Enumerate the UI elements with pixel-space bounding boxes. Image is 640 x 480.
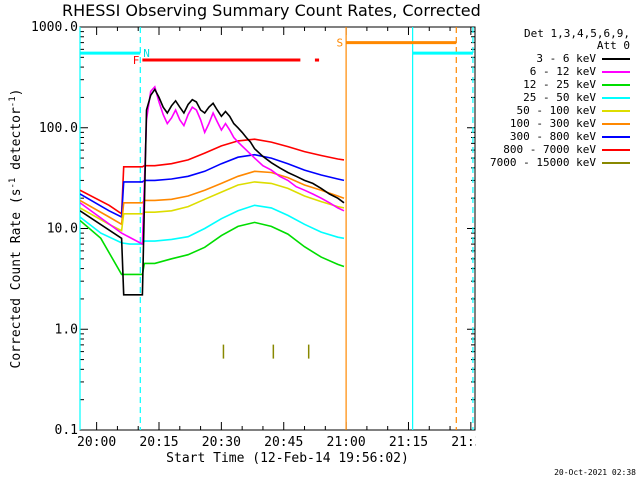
- legend: Det 1,3,4,5,6,9, Att 0 3 - 6 keV 6 - 12 k…: [476, 28, 636, 169]
- flag-label-f: F: [133, 54, 140, 67]
- legend-entry: 12 - 25 keV: [476, 78, 636, 91]
- legend-swatch: [602, 149, 630, 151]
- legend-swatch: [602, 84, 630, 86]
- series-line: [80, 204, 345, 245]
- legend-label: 3 - 6 keV: [536, 52, 596, 65]
- legend-entry: 50 - 100 keV: [476, 104, 636, 117]
- legend-swatch: [602, 97, 630, 99]
- chart-title: RHESSI Observing Summary Count Rates, Co…: [62, 1, 481, 20]
- flag-label-s: S: [336, 37, 343, 50]
- legend-header-attenuator: Att 0: [596, 39, 630, 52]
- legend-entry: 3 - 6 keV: [476, 52, 636, 65]
- legend-swatch: [602, 136, 630, 138]
- x-tick-label: 21:00: [327, 435, 366, 450]
- legend-entry: 300 - 800 keV: [476, 130, 636, 143]
- series-line: [80, 219, 345, 276]
- legend-label: 7000 - 15000 keV: [490, 156, 596, 169]
- legend-swatch: [602, 162, 630, 164]
- legend-swatch: [602, 110, 630, 112]
- x-tick-label: 21:15: [389, 435, 428, 450]
- y-axis-label: Corrected Count Rate (s-1 detector-1): [8, 89, 24, 369]
- timestamp: 20-Oct-2021 02:38: [554, 468, 636, 477]
- x-tick-label: 20:00: [77, 435, 116, 450]
- legend-label: 25 - 50 keV: [523, 91, 596, 104]
- legend-swatch: [602, 58, 630, 60]
- x-tick-label: 20:30: [202, 435, 241, 450]
- x-tick-label: 20:45: [264, 435, 303, 450]
- series-line: [80, 85, 345, 246]
- flag-label-n: N: [143, 47, 150, 60]
- series-line: [80, 170, 345, 226]
- legend-swatch: [602, 123, 630, 125]
- series-line: [80, 138, 345, 216]
- legend-entry: 7000 - 15000 keV: [476, 156, 636, 169]
- x-axis-label: Start Time (12-Feb-14 19:56:02): [166, 451, 409, 466]
- y-tick-label: 1000.0: [31, 20, 78, 35]
- legend-entry: 25 - 50 keV: [476, 91, 636, 104]
- legend-header-detectors: Det 1,3,4,5,6,9,: [524, 27, 630, 40]
- legend-label: 800 - 7000 keV: [503, 143, 596, 156]
- y-tick-label: 10.0: [47, 222, 78, 237]
- legend-entry: 800 - 7000 keV: [476, 143, 636, 156]
- y-tick-label: 0.1: [55, 423, 78, 438]
- legend-label: 6 - 12 keV: [529, 65, 596, 78]
- series-group: [80, 85, 345, 296]
- legend-label: 50 - 100 keV: [516, 104, 596, 117]
- series-line: [80, 181, 345, 232]
- legend-entry: 6 - 12 keV: [476, 65, 636, 78]
- series-line: [80, 87, 345, 296]
- legend-label: 100 - 300 keV: [509, 117, 596, 130]
- legend-swatch: [602, 71, 630, 73]
- y-tick-label: 1.0: [55, 322, 78, 337]
- x-tick-label: 20:15: [139, 435, 178, 450]
- count-rate-chart: 0.1 1.0 10.0 100.0 1000.0 20:00 20:15 20:30 20:4…: [8, 20, 476, 466]
- series-line: [80, 153, 345, 219]
- legend-entry: 100 - 300 keV: [476, 117, 636, 130]
- legend-label: 300 - 800 keV: [509, 130, 596, 143]
- legend-label: 12 - 25 keV: [523, 78, 596, 91]
- x-tick-label: 21:30: [451, 435, 476, 450]
- y-tick-label: 100.0: [39, 121, 78, 136]
